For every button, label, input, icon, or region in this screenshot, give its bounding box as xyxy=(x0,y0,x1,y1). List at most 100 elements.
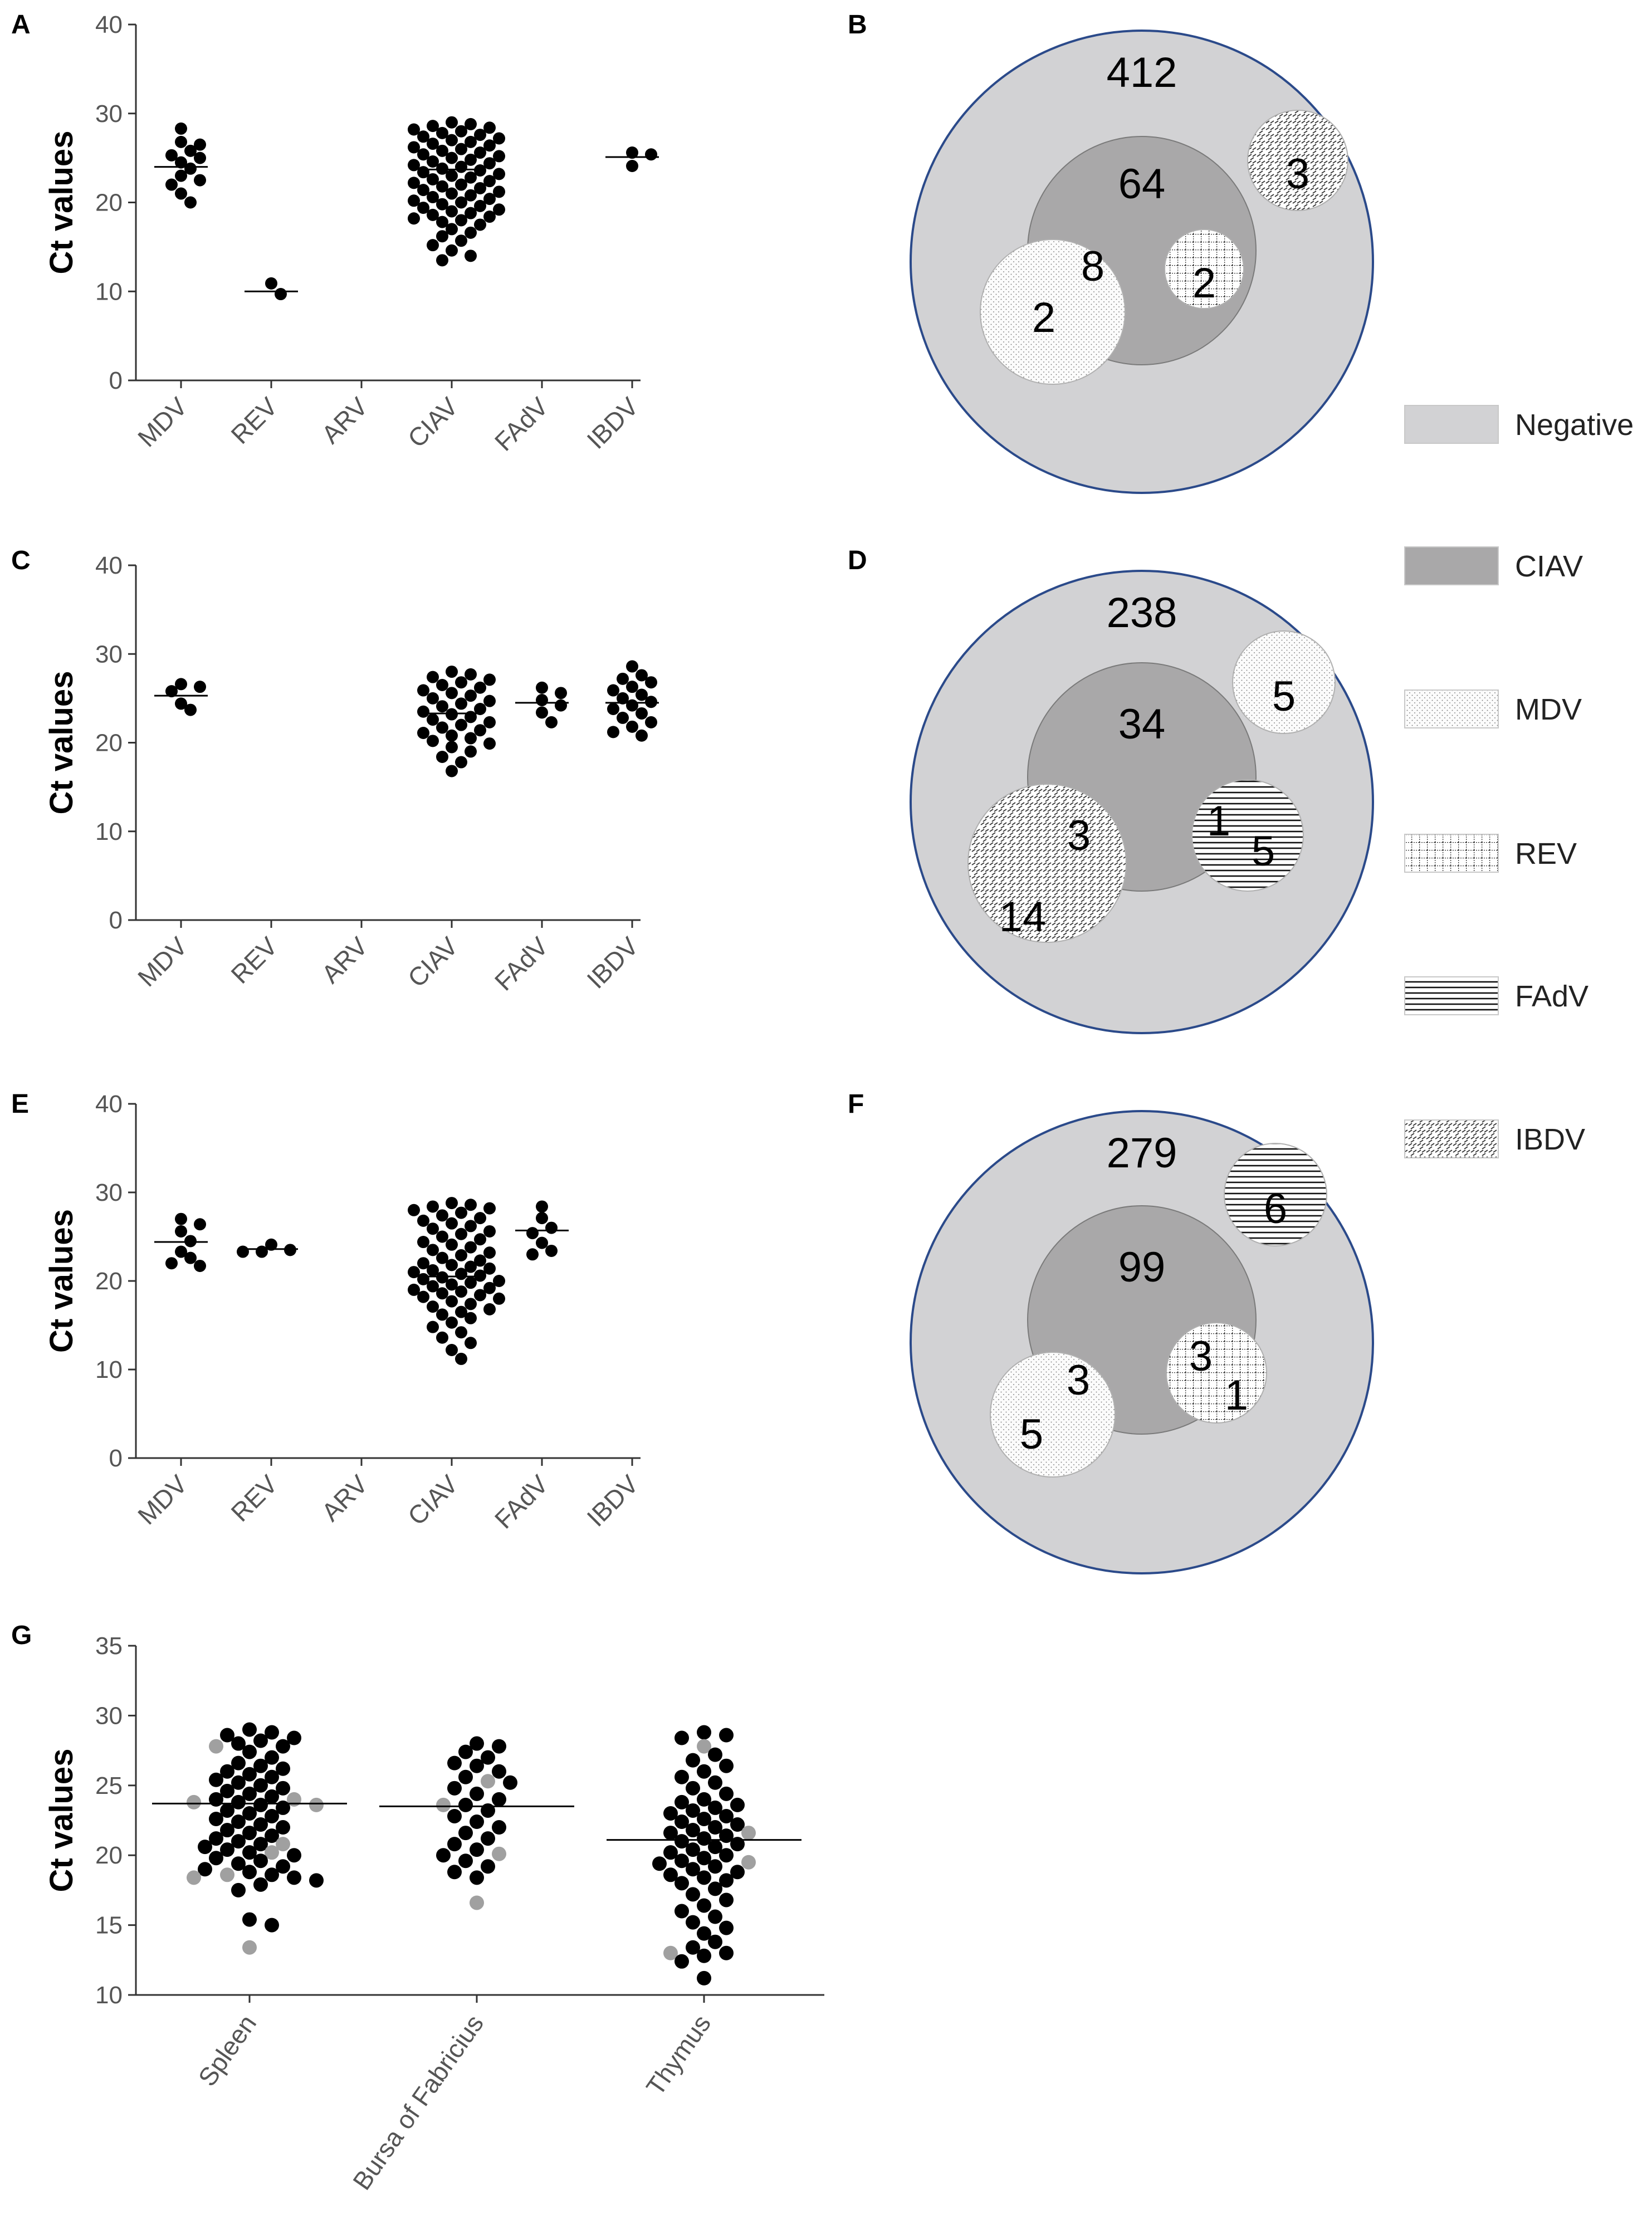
data-point xyxy=(220,1783,234,1798)
panel-letter-b: B xyxy=(848,10,867,40)
data-point xyxy=(417,1257,429,1270)
data-point xyxy=(719,1873,734,1888)
data-point xyxy=(474,1269,486,1282)
data-point xyxy=(474,199,486,212)
data-point xyxy=(446,666,458,678)
data-point xyxy=(536,681,548,694)
data-point xyxy=(708,1881,722,1896)
data-point xyxy=(220,1764,234,1779)
data-point xyxy=(265,1725,279,1740)
data-point xyxy=(436,1287,448,1300)
data-point xyxy=(408,123,420,136)
data-point xyxy=(447,1755,462,1771)
data-point xyxy=(719,1728,734,1743)
data-point xyxy=(417,130,429,143)
data-point xyxy=(636,707,648,720)
data-point xyxy=(209,1792,223,1807)
data-point xyxy=(483,673,496,686)
data-point xyxy=(242,1744,257,1759)
data-point xyxy=(470,1870,484,1885)
data-point xyxy=(253,1778,268,1793)
data-point xyxy=(417,726,429,739)
data-point xyxy=(675,1815,689,1830)
data-point xyxy=(447,1781,462,1796)
data-point-gray xyxy=(436,1797,451,1812)
data-point xyxy=(408,1204,420,1216)
mdv-circle xyxy=(1232,630,1336,734)
data-point xyxy=(446,134,458,146)
data-point xyxy=(309,1873,324,1888)
y-tick-label: 30 xyxy=(95,640,123,668)
data-point-gray xyxy=(220,1867,234,1882)
data-point xyxy=(474,724,486,737)
ibdv-circle xyxy=(967,784,1127,943)
data-point xyxy=(417,202,429,214)
y-tick-label: 40 xyxy=(95,11,123,38)
legend-swatch-mdv xyxy=(1404,689,1499,728)
category-label: FAdV xyxy=(489,1469,554,1534)
data-point xyxy=(209,1831,223,1846)
data-point xyxy=(708,1747,722,1762)
data-point xyxy=(474,182,486,194)
legend-label-ciav: CIAV xyxy=(1515,550,1583,583)
data-point xyxy=(465,1199,477,1211)
data-point xyxy=(555,699,567,712)
data-point xyxy=(446,708,458,721)
data-point xyxy=(470,1758,484,1773)
data-point xyxy=(719,1808,734,1823)
data-point xyxy=(455,676,467,689)
data-point xyxy=(242,1767,257,1782)
legend-label-rev: REV xyxy=(1515,837,1577,870)
data-point xyxy=(427,1320,439,1333)
data-point xyxy=(470,1736,484,1751)
data-point xyxy=(220,1842,234,1857)
data-point xyxy=(483,193,496,206)
data-point xyxy=(446,223,458,236)
data-point xyxy=(447,1837,462,1852)
data-point xyxy=(465,226,477,239)
data-point xyxy=(220,1728,234,1743)
data-point xyxy=(175,678,187,691)
data-point xyxy=(626,681,638,693)
data-point xyxy=(697,1792,711,1807)
data-point xyxy=(231,1815,246,1830)
ibdv-count: 3 xyxy=(1286,150,1309,198)
data-point xyxy=(436,1251,448,1264)
data-point xyxy=(483,1282,496,1294)
data-point xyxy=(231,1856,246,1871)
data-point xyxy=(436,678,448,691)
data-point xyxy=(242,1912,257,1927)
data-point xyxy=(455,697,467,710)
data-point xyxy=(492,1739,506,1754)
data-point xyxy=(686,1842,700,1857)
category-label: CIAV xyxy=(402,1469,463,1530)
category-label: CIAV xyxy=(402,931,463,992)
data-point xyxy=(607,726,619,738)
legend-label-negative: Negative xyxy=(1515,408,1634,442)
data-point xyxy=(617,711,629,724)
data-point xyxy=(408,212,420,225)
data-point xyxy=(455,143,467,155)
data-point xyxy=(175,1225,187,1238)
data-point xyxy=(446,1238,458,1251)
data-point xyxy=(446,687,458,700)
data-point xyxy=(545,1221,558,1234)
y-tick-label: 10 xyxy=(95,278,123,305)
data-point-gray xyxy=(470,1895,484,1910)
data-point xyxy=(455,160,467,173)
data-point xyxy=(165,1257,178,1270)
data-point xyxy=(483,1262,496,1275)
category-label: IBDV xyxy=(581,931,644,994)
data-point xyxy=(417,705,429,718)
data-point xyxy=(483,1225,496,1238)
data-point xyxy=(417,684,429,697)
data-point xyxy=(287,1848,301,1863)
y-tick-label: 10 xyxy=(95,818,123,845)
data-point xyxy=(708,1820,722,1835)
data-point xyxy=(165,178,178,191)
data-point xyxy=(465,189,477,202)
data-point xyxy=(446,729,458,742)
data-point xyxy=(446,1197,458,1210)
data-point xyxy=(446,1217,458,1230)
